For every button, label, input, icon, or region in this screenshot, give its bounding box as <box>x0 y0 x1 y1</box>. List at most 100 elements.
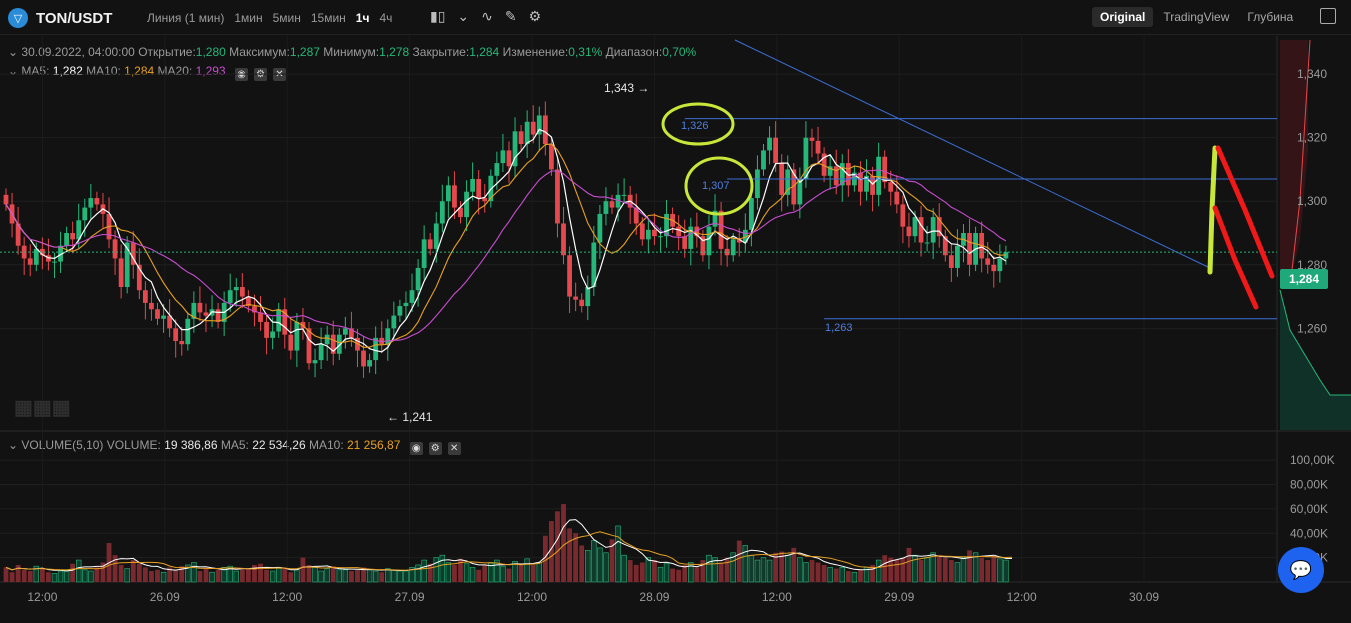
candle-body <box>215 309 221 322</box>
interval-5m[interactable]: 5мин <box>272 11 301 25</box>
volume-bar <box>452 564 457 582</box>
candle-body <box>312 360 318 364</box>
vol-ma5-value: 22 534,26 <box>252 438 306 452</box>
candle-body <box>409 290 415 303</box>
volume-bar <box>160 571 167 583</box>
pair-name[interactable]: TON/USDT <box>36 9 113 27</box>
ohlc-legend: ⌄ 30.09.2022, 04:00:00 Открытие:1,280 Ма… <box>8 45 696 59</box>
eye-icon[interactable]: ◉ <box>409 442 423 455</box>
indicator-icon[interactable]: ∿ <box>481 8 493 24</box>
candle-body <box>155 309 160 319</box>
chevron-down-icon[interactable]: ⌄ <box>457 8 470 24</box>
candle-body <box>88 198 94 208</box>
candle-body <box>112 239 118 259</box>
volume-bar <box>458 558 463 582</box>
candle-body <box>318 344 324 361</box>
candle-body <box>397 306 403 316</box>
volume-bar <box>766 559 773 583</box>
candle-body <box>997 258 1003 272</box>
vol-ma10-label: MA10: <box>308 438 344 452</box>
candle-body <box>724 248 730 256</box>
volume-tick-label: 100,00K <box>1290 453 1335 467</box>
close-label: Закрытие: <box>412 45 470 59</box>
time-tick-label: 12:00 <box>517 590 547 604</box>
candle-body <box>730 239 736 256</box>
close-icon[interactable]: ✕ <box>447 442 461 455</box>
depth-asks <box>1280 40 1308 282</box>
candle-body <box>161 315 166 319</box>
time-tick-label: 12:00 <box>272 590 302 604</box>
volume-bar <box>482 564 488 582</box>
candle-body <box>591 242 597 288</box>
time-tick-label: 12:00 <box>762 590 792 604</box>
chat-button[interactable]: 💬 <box>1278 547 1324 593</box>
depth-bid-line <box>1279 289 1351 396</box>
volume-bar <box>379 572 385 582</box>
candle-type-icon[interactable]: ▮▯ <box>430 8 446 24</box>
vol-ma5-label: MA5: <box>220 438 249 452</box>
collapse-icon[interactable]: ⌄ <box>8 438 19 452</box>
candle-body <box>367 360 372 367</box>
view-original[interactable]: Original <box>1092 7 1154 27</box>
volume-bar <box>173 569 179 582</box>
gear-icon[interactable]: ⚙ <box>528 8 542 24</box>
candle-body <box>549 144 554 170</box>
volume-bar <box>979 557 985 582</box>
time-tick-label: 12:00 <box>27 590 57 604</box>
volume-bar <box>875 559 882 583</box>
candle-body <box>185 318 191 345</box>
volume-bar <box>942 557 948 582</box>
interval-1h[interactable]: 1ч <box>355 11 370 25</box>
view-depth[interactable]: Глубина <box>1247 10 1294 24</box>
collapse-icon[interactable]: ⌄ <box>8 45 19 59</box>
volume-bar <box>185 564 191 583</box>
volume-bar <box>609 539 615 582</box>
volume-bar <box>882 555 888 582</box>
pair-selector[interactable]: ▽ TON/USDT <box>8 8 112 28</box>
volume-bar <box>324 568 330 583</box>
interval-line[interactable]: Линия (1 мин) <box>147 11 225 25</box>
interval-15m[interactable]: 15мин <box>310 11 346 25</box>
volume-bar <box>397 570 403 583</box>
interval-4h[interactable]: 4ч <box>379 11 393 25</box>
hand-drawn-line <box>1212 205 1259 310</box>
volume-bar <box>209 571 215 583</box>
chat-icon: 💬 <box>1289 559 1313 580</box>
candle-body <box>512 131 518 167</box>
candle-body <box>445 185 451 202</box>
view-tradingview[interactable]: TradingView <box>1163 10 1230 24</box>
candle-body <box>585 287 591 307</box>
volume-bar <box>603 552 609 583</box>
candle-body <box>124 242 130 288</box>
collapse-icon[interactable]: ⌄ <box>8 64 19 78</box>
candle-body <box>797 178 803 205</box>
volume-bar <box>21 569 27 582</box>
ma20-line <box>5 169 1007 343</box>
volume-bar <box>524 558 530 583</box>
fullscreen-icon[interactable] <box>1320 8 1336 24</box>
volume-bar <box>1003 559 1009 583</box>
draw-tool-icon[interactable]: ✎ <box>504 8 517 24</box>
candle-body <box>46 255 51 262</box>
volume-bar <box>851 571 858 583</box>
gear-icon[interactable]: ⚙ <box>428 442 442 455</box>
volume-bar <box>948 560 954 582</box>
volume-bar <box>46 572 51 582</box>
trend-line <box>734 39 1211 269</box>
candle-body <box>773 137 779 164</box>
interval-1m[interactable]: 1мин <box>234 11 263 25</box>
volume-bar <box>88 570 94 583</box>
candle-body <box>888 182 894 192</box>
volume-bar <box>742 545 749 583</box>
hand-drawn-line <box>1207 145 1218 275</box>
depth-bids <box>1280 290 1351 430</box>
candle-body <box>227 290 233 303</box>
candle-body <box>567 255 572 297</box>
view-switch: Original TradingView Глубина <box>1092 7 1301 27</box>
volume-bar <box>33 565 40 583</box>
candle-body <box>191 302 197 319</box>
candle-date: 30.09.2022, 04:00:00 <box>21 45 135 59</box>
price-tick-label: 1,340 <box>1297 67 1327 81</box>
candle-body <box>561 223 566 256</box>
